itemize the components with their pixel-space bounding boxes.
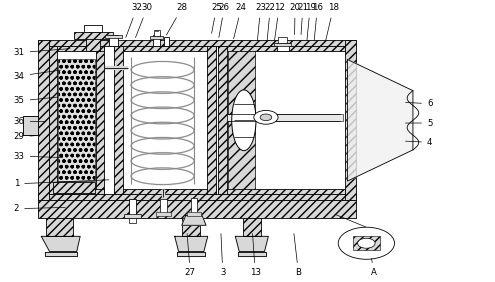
Bar [105,35,122,38]
Polygon shape [347,60,413,181]
Text: 19: 19 [304,3,315,40]
Text: 31: 31 [14,48,70,57]
Bar [49,46,104,51]
Bar [182,218,200,236]
Bar [227,114,343,121]
Bar [353,236,381,250]
Polygon shape [177,252,205,256]
Bar [207,46,216,194]
Text: 4: 4 [405,138,433,147]
Bar [46,218,73,236]
Text: 16: 16 [312,3,323,40]
Text: 18: 18 [326,3,339,40]
Polygon shape [45,252,77,256]
Text: 1: 1 [14,179,109,188]
Bar [345,40,356,201]
Text: 30: 30 [136,3,152,38]
Text: 20: 20 [290,3,300,35]
Circle shape [260,114,272,121]
Bar [277,43,289,51]
Text: 28: 28 [166,3,188,35]
Circle shape [254,110,278,124]
Polygon shape [238,252,266,256]
Polygon shape [236,236,268,252]
Text: 34: 34 [14,70,60,81]
Bar [114,46,216,51]
Bar [153,35,160,46]
Text: B: B [294,233,301,277]
Bar [84,25,102,32]
Text: 35: 35 [14,96,58,105]
Text: 12: 12 [274,3,285,40]
Text: 6: 6 [405,99,433,108]
Polygon shape [175,236,208,252]
Bar [227,51,345,190]
Bar [150,36,162,39]
Bar [218,190,345,194]
Text: 5: 5 [405,118,433,127]
Bar [49,46,57,194]
Text: 21: 21 [297,3,308,35]
Bar [155,30,158,31]
Bar [124,214,141,218]
Text: A: A [371,258,377,277]
Text: 3: 3 [220,233,226,277]
Bar [156,212,171,216]
Bar [23,116,38,135]
Bar [191,198,198,214]
Bar [58,60,95,181]
Text: 26: 26 [219,3,230,38]
Bar [114,46,123,194]
Bar [49,46,345,194]
Text: 22: 22 [265,3,276,40]
Bar [243,218,261,236]
Text: 27: 27 [185,233,196,277]
Bar [163,37,169,46]
Bar [38,40,49,201]
Bar [187,212,201,216]
Bar [274,43,292,46]
Bar [109,35,118,46]
Bar [38,194,356,201]
Bar [278,37,287,43]
Bar [96,46,104,194]
Ellipse shape [232,90,256,151]
Text: 13: 13 [250,233,261,277]
Bar [114,190,216,194]
Text: 23: 23 [255,3,266,40]
Bar [218,46,345,51]
Bar [74,32,113,39]
Bar [49,190,104,194]
Bar [129,199,137,216]
Text: 29: 29 [14,132,35,141]
Bar [123,51,207,190]
Bar [129,217,136,222]
Bar [154,30,160,36]
Text: 2: 2 [14,204,65,213]
Bar [38,201,356,218]
Text: 36: 36 [14,117,46,126]
Bar [38,40,356,46]
Text: 32: 32 [126,3,143,38]
Bar [228,51,255,190]
Polygon shape [182,216,206,225]
Circle shape [338,227,395,259]
Bar [53,182,95,193]
Bar [218,46,227,194]
Polygon shape [42,236,80,252]
Text: 24: 24 [234,3,247,39]
Text: 25: 25 [211,3,222,33]
Circle shape [357,238,375,248]
Bar [86,32,99,51]
Text: 33: 33 [14,152,63,161]
Bar [160,199,167,214]
